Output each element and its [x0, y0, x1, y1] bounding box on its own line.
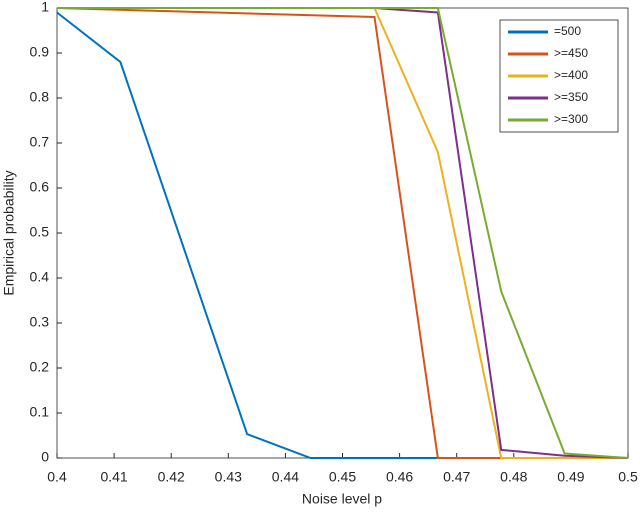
x-axis-label: Noise level p	[302, 491, 382, 507]
legend-label: >=300	[554, 112, 588, 126]
legend-label: >=400	[554, 68, 588, 82]
y-tick-label: 0.3	[30, 314, 50, 330]
y-tick-label: 0.7	[30, 134, 50, 150]
x-tick-label: 0.5	[618, 469, 638, 485]
x-tick-label: 0.46	[386, 469, 413, 485]
y-tick-label: 0.8	[30, 89, 50, 105]
y-tick-label: 0.9	[30, 44, 50, 60]
y-tick-label: 0.4	[30, 269, 50, 285]
line	[57, 7, 629, 459]
y-tick-label: 0.1	[30, 404, 50, 420]
y-tick-label: 0	[41, 449, 49, 465]
x-tick-label: 0.44	[272, 469, 299, 485]
legend-label: >=350	[554, 90, 588, 104]
y-tick-label: 0.6	[30, 179, 50, 195]
x-tick-label: 0.43	[215, 469, 242, 485]
y-tick-label: 0.2	[30, 359, 50, 375]
legend-label: >=450	[554, 46, 588, 60]
y-axis-label: Empirical probability	[1, 170, 17, 295]
x-tick-label: 0.48	[500, 469, 527, 485]
x-tick-label: 0.47	[443, 469, 470, 485]
x-tick-label: 0.4	[47, 469, 67, 485]
line	[56, 11, 628, 459]
legend-label: =500	[554, 24, 581, 38]
x-tick-label: 0.41	[100, 469, 127, 485]
y-tick-label: 1	[41, 0, 49, 15]
x-tick-label: 0.42	[158, 469, 185, 485]
x-tick-label: 0.49	[557, 469, 584, 485]
x-tick-label: 0.45	[329, 469, 356, 485]
y-tick-label: 0.5	[30, 224, 50, 240]
legend: =500 >=450 >=400 >=350 >=300	[499, 19, 619, 133]
